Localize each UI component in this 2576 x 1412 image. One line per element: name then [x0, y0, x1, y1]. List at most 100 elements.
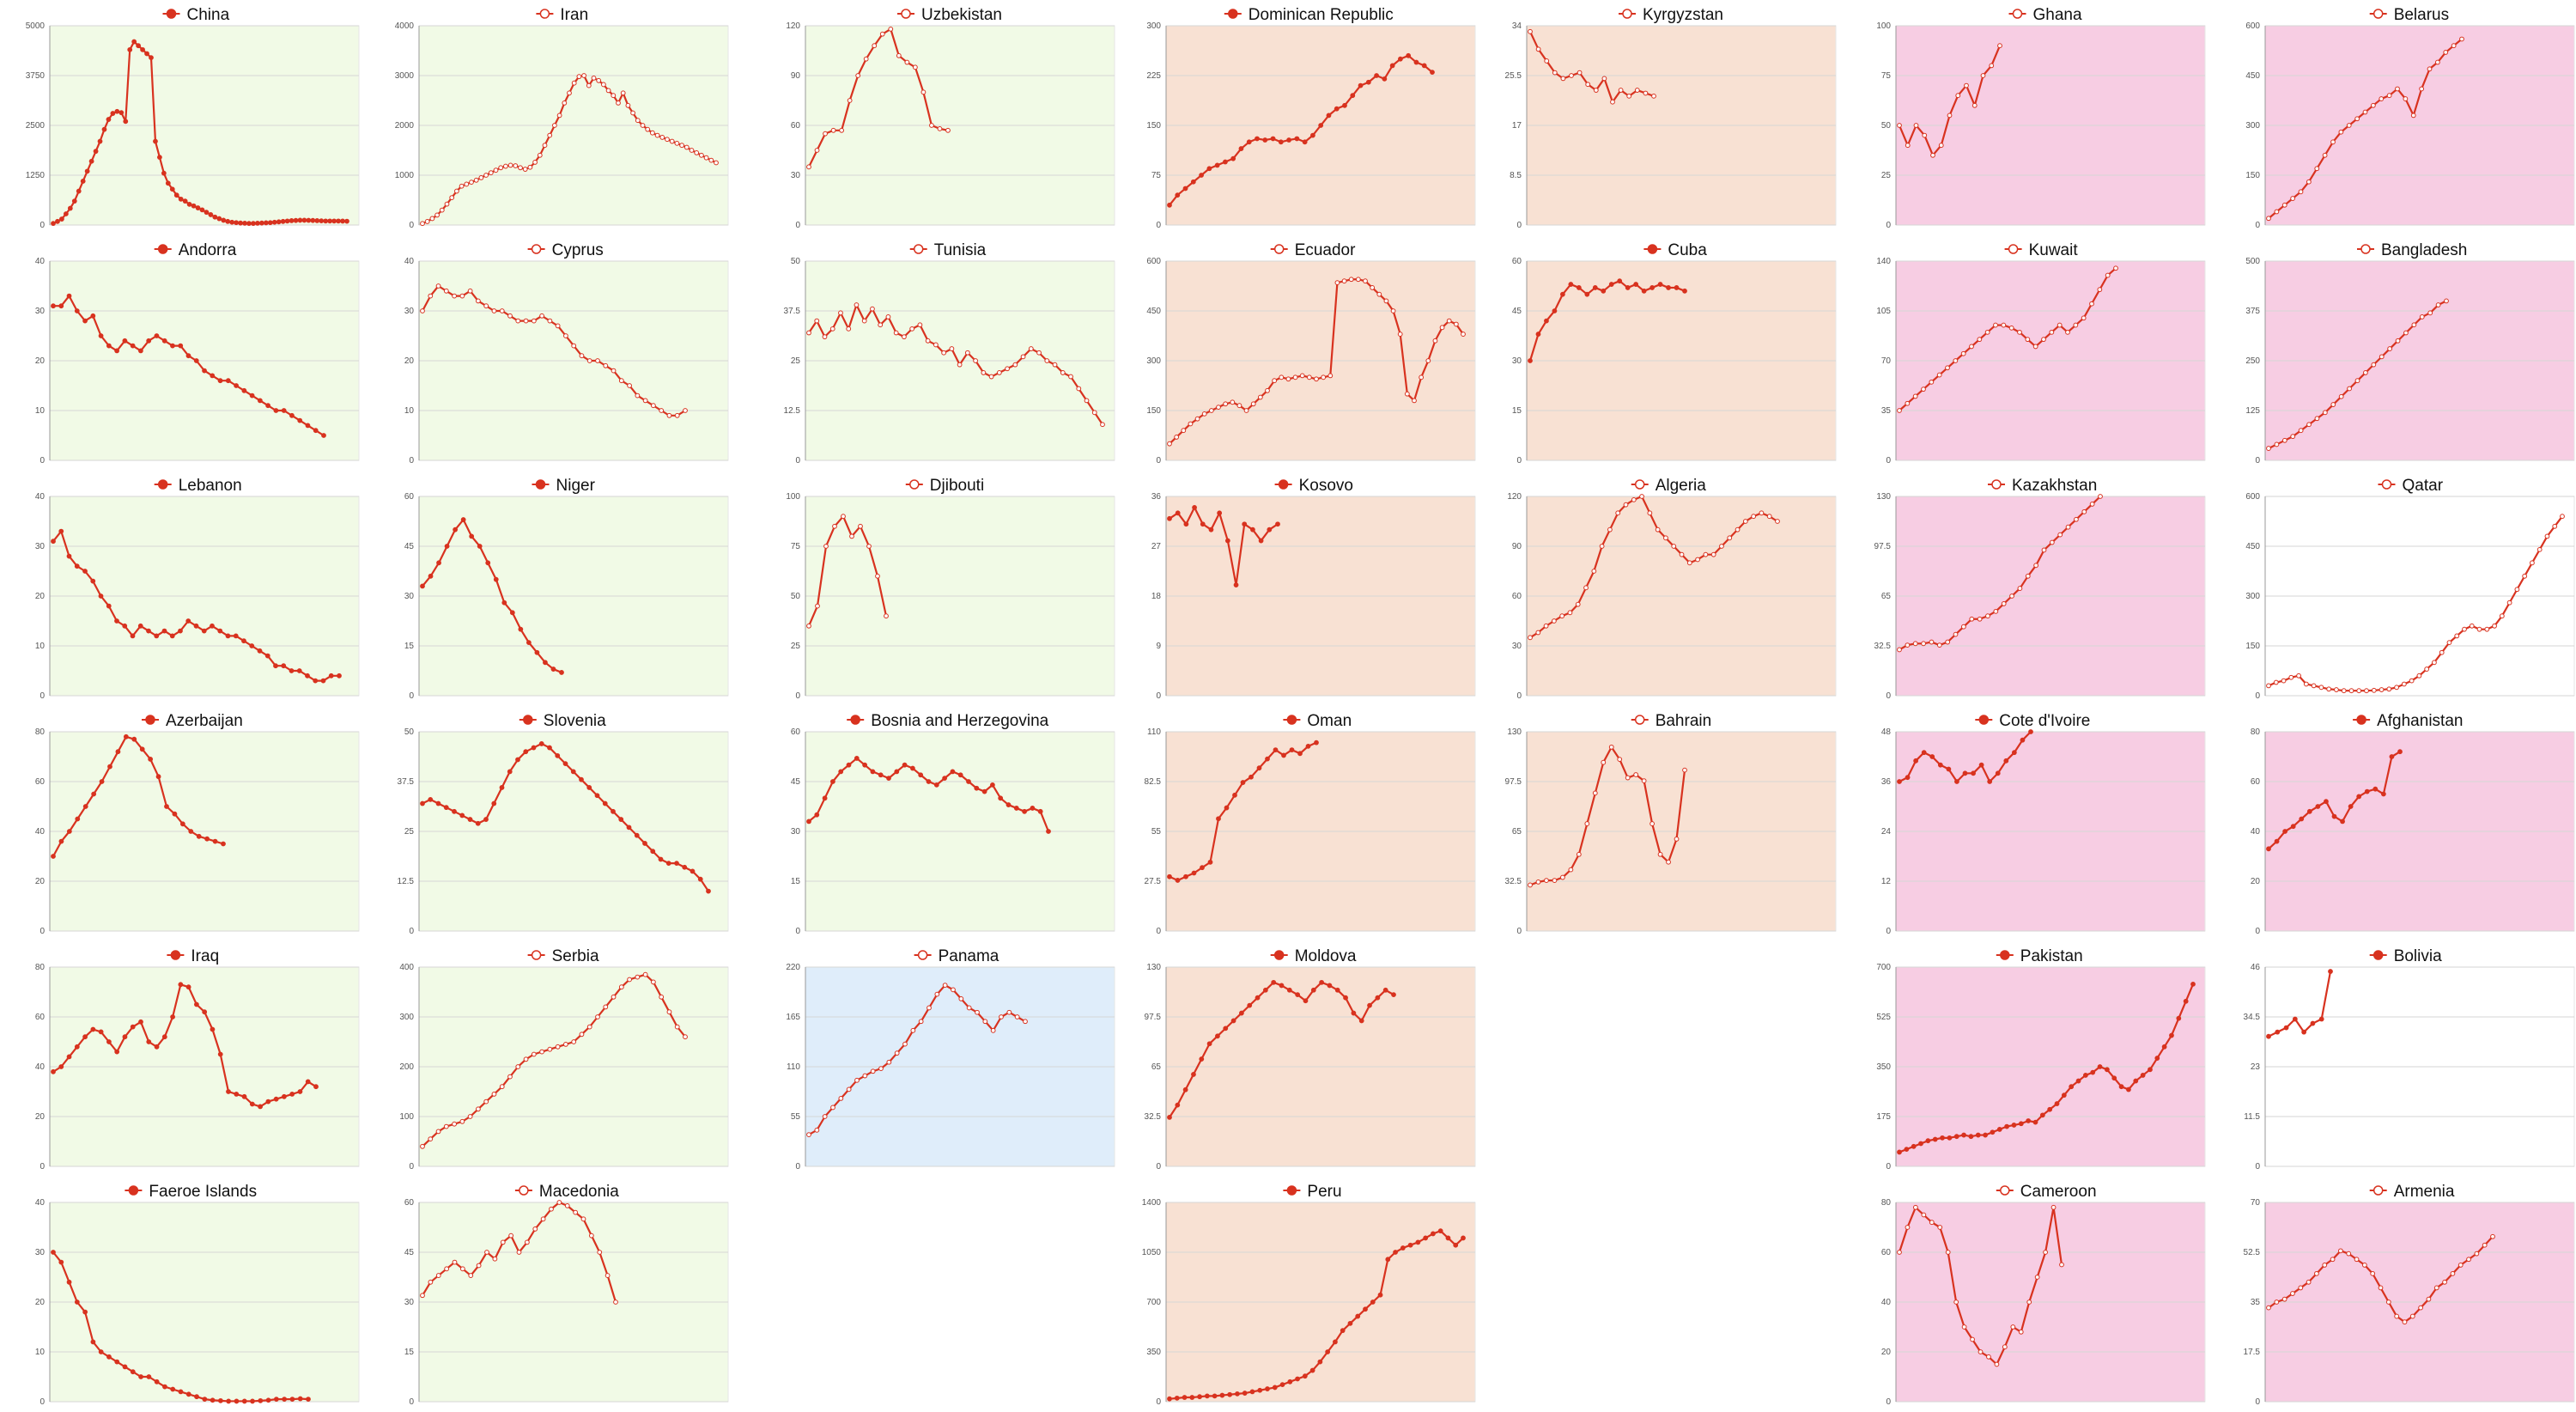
data-point [249, 1101, 255, 1107]
data-point [2318, 1016, 2324, 1022]
data-point [822, 334, 828, 340]
data-point [66, 1054, 72, 1060]
data-point [1167, 202, 1172, 208]
data-point [1348, 277, 1354, 283]
data-point [595, 358, 600, 363]
data-point [2499, 613, 2505, 619]
data-point [2057, 532, 2063, 538]
legend-label: Pakistan [2020, 947, 2083, 965]
data-point [1996, 1127, 2002, 1132]
data-point [2306, 422, 2312, 428]
data-point [1341, 278, 1347, 284]
data-point [706, 888, 711, 894]
data-point [974, 785, 980, 791]
chart-panel-macedonia: 0 15 30 45 60 Macedonia [378, 1180, 730, 1412]
y-tick-label: 30 [1512, 642, 1522, 651]
y-tick-label: 130 [1146, 963, 1161, 972]
data-point [1551, 618, 1557, 624]
y-tick-label: 150 [2245, 171, 2260, 180]
data-point [138, 1019, 143, 1025]
data-point [1334, 106, 1340, 112]
data-point [138, 1374, 143, 1379]
legend-marker [531, 950, 542, 960]
data-point [2506, 599, 2512, 606]
data-point [2126, 1086, 2131, 1092]
data-point [293, 217, 299, 223]
data-point [162, 1384, 167, 1390]
y-tick-label: 0 [1886, 1162, 1891, 1172]
chart-panel-panama: 0 55 110 165 220 Panama [764, 945, 1116, 1177]
data-point [1953, 1299, 1959, 1305]
data-point [515, 318, 521, 324]
data-point [839, 127, 845, 133]
y-tick-label: 10 [35, 406, 46, 416]
data-point [2552, 523, 2558, 529]
data-point [1995, 770, 2001, 776]
data-point [2281, 202, 2287, 208]
y-tick-label: 60 [404, 492, 415, 502]
data-point [1986, 1354, 1991, 1360]
data-point [1305, 743, 1311, 749]
data-point [694, 150, 700, 155]
y-tick-label: 20 [2251, 877, 2261, 886]
y-tick-label: 0 [1516, 456, 1522, 466]
data-point [296, 668, 302, 673]
chart-panel-kyrgyzstan: 0 8.5 17 25.5 34 Kyrgyzstan [1485, 3, 1838, 235]
data-point [2089, 502, 2095, 507]
data-point [1446, 318, 1452, 324]
data-point [990, 782, 995, 788]
y-tick-label: 0 [1886, 691, 1891, 701]
y-tick-label: 0 [1156, 456, 1161, 466]
chart-panel-iran: 0 1000 2000 3000 4000 Iran [378, 3, 730, 235]
data-point [1918, 1141, 1923, 1147]
data-point [1552, 308, 1558, 313]
data-point [2025, 337, 2031, 343]
data-point [1347, 1320, 1353, 1326]
data-point [1191, 1072, 1196, 1077]
chart-svg: 0 25 50 75 100 Ghana [1876, 6, 2206, 230]
data-point [2041, 547, 2047, 553]
data-point [586, 1024, 592, 1030]
data-point [58, 1259, 64, 1265]
legend-marker [913, 244, 924, 254]
y-tick-label: 0 [795, 1162, 800, 1172]
y-tick-label: 20 [404, 356, 415, 366]
data-point [507, 162, 513, 168]
y-tick-label: 375 [2245, 307, 2260, 316]
data-point [225, 218, 231, 224]
data-point [526, 640, 532, 646]
data-point [1243, 408, 1249, 413]
data-point [2354, 378, 2360, 384]
data-point [697, 876, 703, 882]
data-point [459, 293, 465, 299]
legend-label: Iraq [191, 947, 219, 965]
y-tick-label: 0 [2255, 221, 2260, 230]
data-point [2298, 1285, 2304, 1291]
data-point [2069, 1084, 2075, 1090]
data-point [319, 218, 325, 224]
data-point [1608, 282, 1614, 287]
data-point [1978, 762, 1984, 768]
data-point [88, 158, 94, 164]
data-point [1342, 102, 1347, 108]
data-point [925, 338, 931, 344]
data-point [951, 987, 956, 993]
data-point [563, 333, 568, 338]
y-tick-label: 11.5 [2244, 1112, 2260, 1122]
data-point [1297, 751, 1303, 757]
data-point [1183, 873, 1188, 879]
data-point [2008, 325, 2014, 331]
data-point [958, 996, 964, 1001]
data-point [1727, 535, 1733, 541]
data-point [1905, 400, 1911, 406]
legend-label: Iran [560, 6, 588, 24]
data-point [1046, 829, 1051, 834]
data-point [257, 648, 263, 654]
data-point [130, 1024, 136, 1030]
chart-svg: 0 15 30 45 60 Niger [404, 477, 729, 701]
data-point [74, 308, 80, 313]
legend-marker [1978, 715, 1990, 725]
chart-svg: 0 55 110 165 220 Panama [786, 947, 1115, 1172]
data-point [2017, 329, 2022, 335]
data-point [2482, 1242, 2488, 1248]
